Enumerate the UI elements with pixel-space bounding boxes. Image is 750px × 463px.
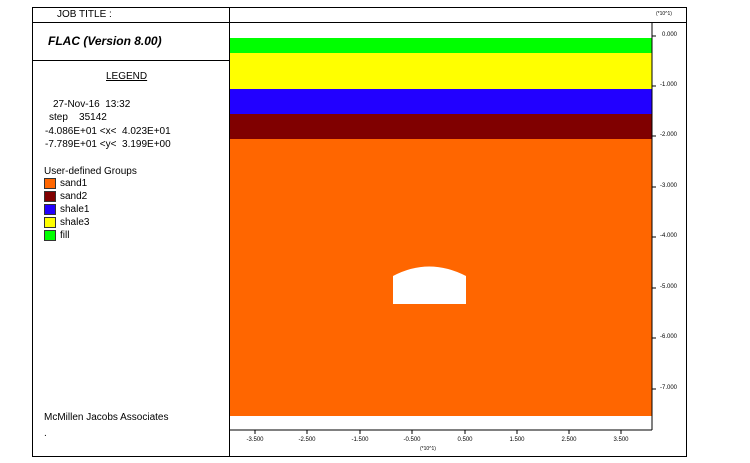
swatch-shale3 [44, 217, 56, 228]
swatch-shale1 [44, 204, 56, 215]
company-name: McMillen Jacobs Associates [44, 412, 169, 423]
group-label-shale3: shale3 [60, 217, 90, 228]
layer-shale3 [230, 53, 652, 89]
job-title: JOB TITLE : [57, 9, 112, 20]
layer-shale1 [230, 89, 652, 114]
group-label-sand1: sand1 [60, 178, 88, 189]
legend-y-range: -7.789E+01 <y< 3.199E+00 [45, 139, 171, 150]
group-label-sand2: sand2 [60, 191, 88, 202]
legend-step: step 35142 [49, 112, 107, 123]
plot-frame [32, 7, 687, 457]
y-tick-label: -4.000 [660, 233, 678, 239]
y-tick-label: 0.000 [662, 32, 678, 38]
x-tick-label: 2.500 [561, 437, 577, 443]
swatch-fill [44, 230, 56, 241]
x-tick-label: -1.500 [351, 437, 369, 443]
group-label-shale1: shale1 [60, 204, 90, 215]
legend-title: LEGEND [106, 71, 148, 82]
x-tick-label: -2.500 [298, 437, 316, 443]
program-name: FLAC (Version 8.00) [48, 34, 162, 48]
y-scale-note: (*10^1) [656, 11, 672, 17]
groups-title: User-defined Groups [44, 166, 137, 177]
x-scale-note: (*10^1) [420, 446, 436, 452]
y-tick-label: -2.000 [660, 132, 678, 138]
x-tick-label: 0.500 [457, 437, 473, 443]
y-tick-label: -7.000 [660, 385, 678, 391]
legend-x-range: -4.086E+01 <x< 4.023E+01 [45, 126, 171, 137]
y-ticks [652, 35, 656, 390]
swatch-sand1 [44, 178, 56, 189]
legend-date: 27-Nov-16 13:32 [53, 99, 131, 110]
y-tick-label: -3.000 [660, 183, 678, 189]
job-title-row: JOB TITLE : [32, 7, 230, 23]
layer-fill [230, 38, 652, 53]
x-tick-label: 1.500 [509, 437, 525, 443]
plot-header [230, 7, 687, 23]
y-tick-label: -1.000 [660, 82, 678, 88]
x-tick-label: -3.500 [246, 437, 264, 443]
swatch-sand2 [44, 191, 56, 202]
group-label-fill: fill [60, 230, 70, 241]
y-tick-label: -5.000 [660, 284, 678, 290]
tunnel-opening [393, 266, 466, 304]
program-row: FLAC (Version 8.00) [32, 23, 230, 61]
x-tick-label: -0.500 [403, 437, 421, 443]
x-tick-label: 3.500 [613, 437, 629, 443]
legend-panel [32, 7, 230, 457]
y-tick-label: -6.000 [660, 334, 678, 340]
footer-dot: . [44, 428, 47, 439]
x-ticks [254, 430, 622, 434]
layer-sand2 [230, 114, 652, 139]
